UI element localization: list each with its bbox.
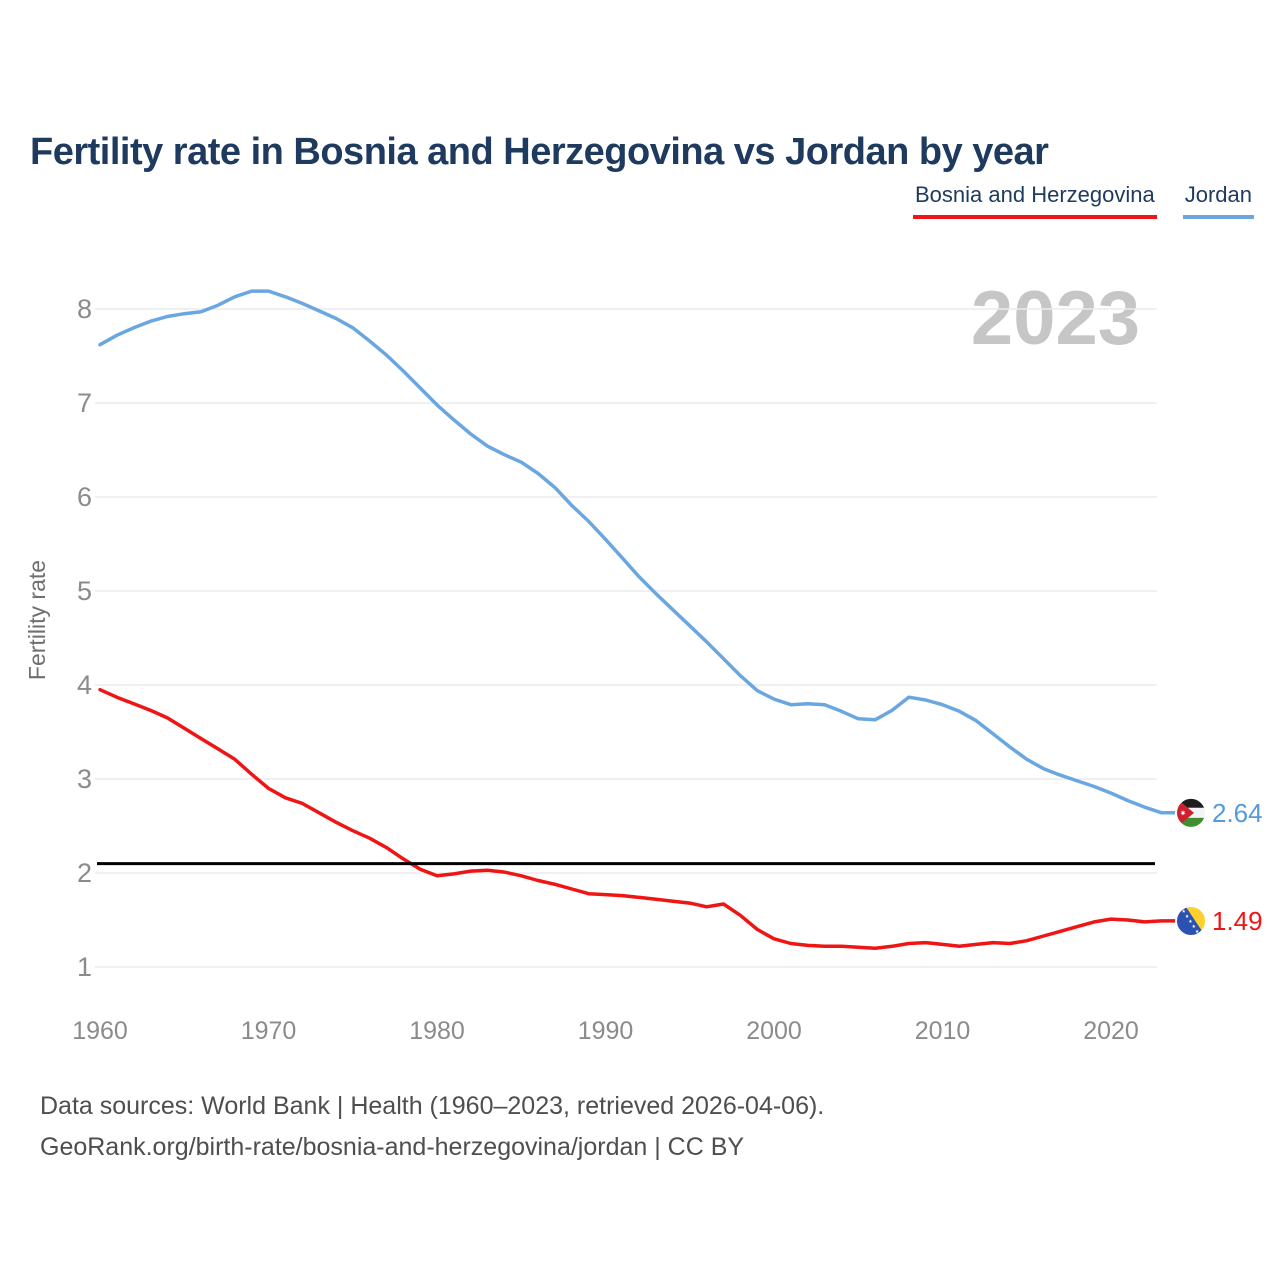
attribution-line: GeoRank.org/birth-rate/bosnia-and-herzeg… [40, 1133, 745, 1161]
page-title: Fertility rate in Bosnia and Herzegovina… [30, 131, 1049, 174]
bosnia-and-herzegovina-line [98, 687, 1178, 950]
end-value-bosnia-and-herzegovina: 1.49 [1212, 906, 1263, 936]
y-tick-1: 1 [77, 952, 92, 982]
legend-item-bosnia-and-herzegovina[interactable]: Bosnia and Herzegovina [913, 182, 1157, 219]
x-tick-2000: 2000 [746, 1017, 802, 1045]
x-tick-1980: 1980 [409, 1017, 465, 1045]
chart-footer: Data sources: World Bank | Health (1960–… [40, 1086, 824, 1168]
legend-item-jordan[interactable]: Jordan [1182, 182, 1254, 219]
jordan-line [98, 289, 1178, 815]
year-watermark: 2023 [971, 276, 1140, 361]
jordan-flag-icon [1176, 797, 1206, 828]
y-tick-2: 2 [77, 858, 92, 888]
x-tick-2020: 2020 [1083, 1017, 1139, 1045]
x-tick-1960: 1960 [72, 1017, 128, 1045]
end-value-jordan: 2.64 [1212, 798, 1263, 828]
y-tick-8: 8 [77, 294, 92, 324]
y-tick-7: 7 [77, 388, 92, 418]
y-tick-5: 5 [77, 576, 92, 606]
y-tick-4: 4 [77, 670, 92, 700]
y-tick-6: 6 [77, 482, 92, 512]
x-tick-1990: 1990 [578, 1017, 634, 1045]
y-tick-3: 3 [77, 764, 92, 794]
y-axis-label: Fertility rate [24, 560, 50, 680]
legend: Bosnia and Herzegovina Jordan [913, 182, 1254, 219]
x-tick-1970: 1970 [241, 1017, 297, 1045]
data-source-line: Data sources: World Bank | Health (1960–… [40, 1092, 825, 1120]
x-tick-2010: 2010 [915, 1017, 971, 1045]
